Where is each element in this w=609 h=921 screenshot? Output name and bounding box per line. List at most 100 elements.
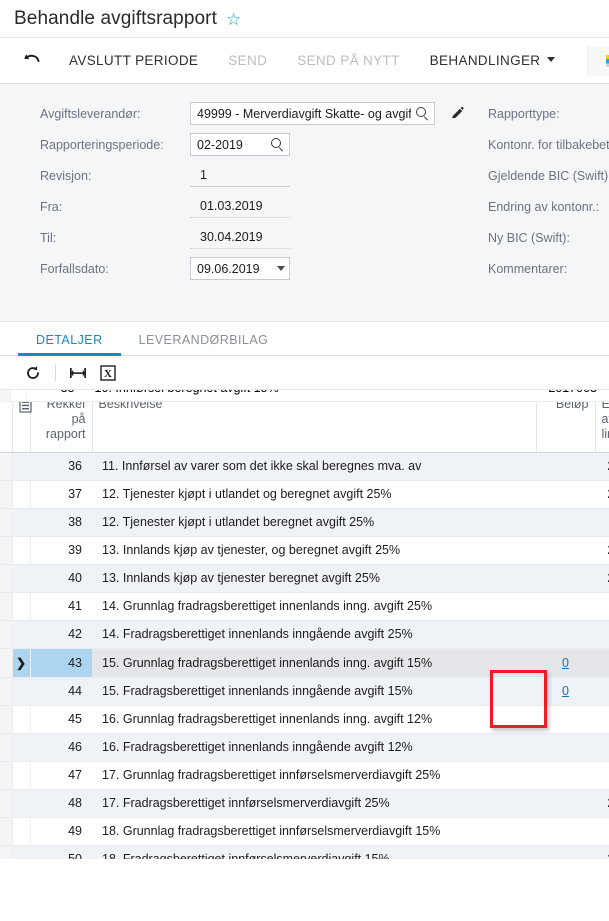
cmd-behandlinger[interactable]: BEHANDLINGER	[415, 38, 571, 84]
cell-belop[interactable]	[536, 480, 595, 509]
table-row[interactable]: 50 18. Fradragsberettiget innførselsmerve…	[0, 845, 609, 859]
table-row[interactable]: 42 14. Fradragsberettiget innenlands inng…	[0, 620, 609, 649]
row-handle[interactable]	[0, 677, 13, 706]
belop-link[interactable]: 0	[562, 684, 569, 698]
cell-rekkefolge[interactable]: 41	[30, 592, 92, 621]
undo-arrow-icon[interactable]	[14, 38, 48, 84]
row-selection-marker[interactable]	[12, 620, 31, 649]
row-handle[interactable]	[0, 564, 13, 593]
chevron-down-icon[interactable]	[277, 266, 285, 271]
row-selection-marker[interactable]	[12, 705, 31, 734]
row-handle[interactable]	[0, 845, 13, 859]
col-ekst-avgiftslinjenr[interactable]: Ekst. avgifts linjenr.	[595, 390, 609, 453]
cell-beskrivelse[interactable]: 16. Fradragsberettiget innenlands inngåe…	[92, 733, 536, 762]
cell-belop[interactable]: 0	[536, 648, 595, 678]
col-belop[interactable]: Beløp	[536, 390, 596, 453]
row-selection-marker[interactable]	[12, 789, 31, 818]
col-beskrivelse[interactable]: Beskrivelse	[92, 390, 537, 453]
cell-ekst-avgiftslinjenr[interactable]: 2017005	[595, 789, 609, 818]
cell-ekst-avgiftslinjenr[interactable]: 14364	[595, 733, 609, 762]
cell-beskrivelse[interactable]: 16. Grunnlag fradragsberettiget innenlan…	[92, 705, 536, 734]
cell-belop[interactable]	[536, 508, 595, 537]
cell-belop[interactable]	[536, 620, 595, 649]
cell-rekkefolge[interactable]: 47	[30, 761, 92, 790]
cell-beskrivelse[interactable]: 15. Grunnlag fradragsberettiget innenlan…	[92, 648, 536, 678]
cell-belop[interactable]	[536, 733, 595, 762]
row-selection-marker[interactable]	[12, 733, 31, 762]
row-handle[interactable]	[0, 480, 13, 509]
cell-belop[interactable]	[536, 761, 595, 790]
cell-rekkefolge[interactable]: 39	[30, 536, 92, 565]
table-row[interactable]: ❯ 43 15. Grunnlag fradragsberettiget innen…	[0, 648, 609, 678]
cell-ekst-avgiftslinjenr[interactable]	[595, 761, 609, 790]
row-selection-marker[interactable]: ❯	[12, 648, 31, 678]
cell-rekkefolge[interactable]: 48	[30, 789, 92, 818]
cell-belop[interactable]	[536, 705, 595, 734]
row-selection-marker[interactable]	[12, 564, 31, 593]
cell-rekkefolge[interactable]: 37	[30, 480, 92, 509]
row-handle[interactable]	[0, 648, 13, 678]
table-row[interactable]: 46 16. Fradragsberettiget innenlands inng…	[0, 733, 609, 762]
row-selection-marker[interactable]	[12, 508, 31, 537]
row-handle[interactable]	[0, 508, 13, 537]
cell-belop[interactable]	[536, 452, 595, 481]
tab-detaljer[interactable]: DETALJER	[18, 333, 121, 356]
row-selection-marker[interactable]	[12, 452, 31, 481]
cell-belop[interactable]: 0	[536, 677, 595, 706]
cell-beskrivelse[interactable]: 15. Fradragsberettiget innenlands inngåe…	[92, 677, 536, 706]
cell-ekst-avgiftslinjenr[interactable]: 2017015	[595, 480, 609, 509]
row-handle[interactable]	[0, 592, 13, 621]
cell-beskrivelse[interactable]: 17. Grunnlag fradragsberettiget innførse…	[92, 761, 536, 790]
cell-beskrivelse[interactable]: 17. Fradragsberettiget innførselsmerverd…	[92, 789, 536, 818]
cell-belop[interactable]	[536, 564, 595, 593]
cmd-avslutt-periode[interactable]: AVSLUTT PERIODE	[69, 52, 199, 68]
row-handle[interactable]	[0, 761, 13, 790]
table-row[interactable]: 47 17. Grunnlag fradragsberettiget innfør…	[0, 761, 609, 790]
row-handle[interactable]	[0, 452, 13, 481]
col-rekkefolge[interactable]: Rekkef på rapport	[30, 390, 93, 453]
cell-ekst-avgiftslinjenr[interactable]: 20322	[595, 677, 609, 706]
row-handle[interactable]	[0, 733, 13, 762]
cell-belop[interactable]	[536, 845, 595, 859]
cell-ekst-avgiftslinjenr[interactable]: 2017004	[595, 564, 609, 593]
cell-ekst-avgiftslinjenr[interactable]: 8450	[595, 620, 609, 649]
search-icon[interactable]	[415, 106, 430, 121]
cell-ekst-avgiftslinjenr[interactable]	[595, 592, 609, 621]
cell-ekst-avgiftslinjenr[interactable]	[595, 705, 609, 734]
cell-rekkefolge[interactable]: 38	[30, 508, 92, 537]
details-grid[interactable]: Rekkef på rapport Beskrivelse Beløp Ekst…	[0, 390, 609, 859]
cell-belop[interactable]	[536, 789, 595, 818]
forfallsdato-input[interactable]: 09.06.2019	[190, 257, 290, 280]
row-selection-marker[interactable]	[12, 480, 31, 509]
cell-rekkefolge[interactable]: 45	[30, 705, 92, 734]
avgiftsleverandor-input[interactable]: 49999 - Merverdiavgift Skatte- og avgift…	[190, 102, 435, 125]
cell-beskrivelse[interactable]: 12. Tjenester kjøpt i utlandet beregnet …	[92, 508, 536, 537]
row-handle[interactable]	[0, 620, 13, 649]
fit-columns-icon[interactable]	[63, 360, 93, 386]
row-handle[interactable]	[0, 817, 13, 846]
row-selection-marker[interactable]	[12, 845, 31, 859]
cell-ekst-avgiftslinjenr[interactable]: 2017014	[595, 452, 609, 481]
star-icon[interactable]: ☆	[226, 10, 242, 29]
cell-rekkefolge[interactable]: 36	[30, 452, 92, 481]
refresh-icon[interactable]	[18, 360, 48, 386]
cell-ekst-avgiftslinjenr[interactable]	[595, 648, 609, 678]
cell-rekkefolge[interactable]: 42	[30, 620, 92, 649]
row-selection-marker[interactable]	[12, 592, 31, 621]
cell-beskrivelse[interactable]: 14. Fradragsberettiget innenlands inngåe…	[92, 620, 536, 649]
row-selection-marker[interactable]	[12, 536, 31, 565]
search-icon[interactable]	[270, 137, 285, 152]
table-row[interactable]: 49 18. Grunnlag fradragsberettiget innfør…	[0, 817, 609, 846]
cell-beskrivelse[interactable]: 12. Tjenester kjøpt i utlandet og beregn…	[92, 480, 536, 509]
table-row[interactable]: 38 12. Tjenester kjøpt i utlandet beregne…	[0, 508, 609, 537]
belop-link[interactable]: 0	[562, 655, 569, 670]
pencil-icon[interactable]	[448, 105, 466, 123]
cell-beskrivelse[interactable]: 13. Innlands kjøp av tjenester, og bereg…	[92, 536, 536, 565]
col-grid-settings[interactable]	[12, 390, 32, 453]
table-row[interactable]: 41 14. Grunnlag fradragsberettiget innenl…	[0, 592, 609, 621]
table-row[interactable]: 36 11. Innførsel av varer som det ikke sk…	[0, 452, 609, 481]
cell-rekkefolge[interactable]: 50	[30, 845, 92, 859]
cell-beskrivelse[interactable]: 11. Innførsel av varer som det ikke skal…	[92, 452, 536, 481]
row-selection-marker[interactable]	[12, 761, 31, 790]
cell-rekkefolge[interactable]: 46	[30, 733, 92, 762]
